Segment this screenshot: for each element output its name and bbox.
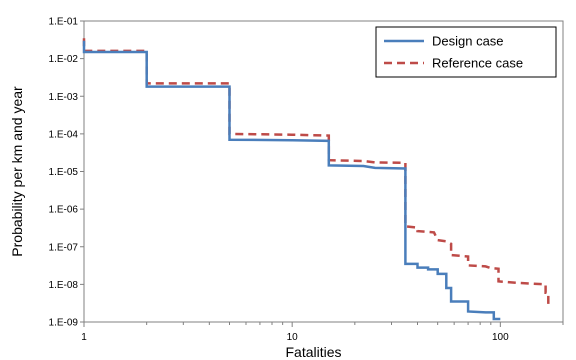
y-tick-label: 1.E-03 <box>49 92 79 103</box>
y-tick-label: 1.E-02 <box>49 54 79 65</box>
legend-label: Reference case <box>432 56 523 71</box>
x-tick-label: 100 <box>492 332 509 343</box>
y-axis: 1.E-01 1.E-02 1.E-03 1.E-04 1.E-05 1.E-06 1.E-… <box>49 17 84 329</box>
legend: Design case Reference case <box>375 26 557 78</box>
y-tick-label: 1.E-07 <box>49 242 79 253</box>
x-axis: 1 10 100 <box>81 322 564 343</box>
y-tick-label: 1.E-01 <box>49 17 79 28</box>
x-axis-title: Fatalities <box>285 344 341 360</box>
y-tick-label: 1.E-05 <box>49 167 79 178</box>
series-line-design-case <box>82 40 501 321</box>
legend-box <box>375 26 557 78</box>
series-lines <box>82 38 550 321</box>
y-tick-label: 1.E-09 <box>49 318 79 329</box>
legend-label: Design case <box>432 34 504 49</box>
y-tick-label: 1.E-04 <box>49 129 79 140</box>
x-tick-label: 1 <box>81 332 87 343</box>
y-tick-label: 1.E-08 <box>49 280 79 291</box>
y-tick-label: 1.E-06 <box>49 205 79 216</box>
x-tick-label: 10 <box>287 332 299 343</box>
series-line-reference-case <box>82 38 550 307</box>
y-axis-title: Probability per km and year <box>9 86 25 257</box>
